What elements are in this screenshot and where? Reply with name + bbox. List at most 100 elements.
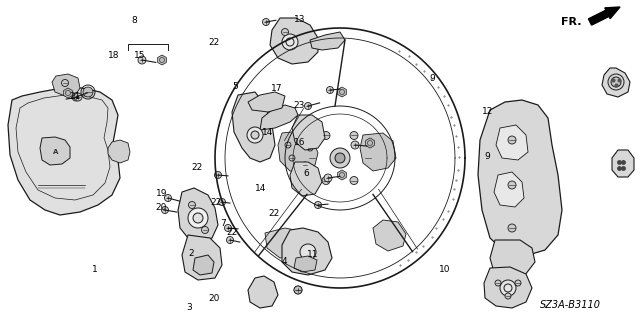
Circle shape xyxy=(508,224,516,232)
Circle shape xyxy=(324,174,332,182)
Circle shape xyxy=(214,172,221,179)
Text: 5: 5 xyxy=(233,82,238,91)
Text: A: A xyxy=(53,149,59,155)
Polygon shape xyxy=(338,87,346,97)
Circle shape xyxy=(138,56,146,64)
Circle shape xyxy=(495,280,501,286)
Circle shape xyxy=(314,202,321,209)
Circle shape xyxy=(302,162,308,168)
Polygon shape xyxy=(265,228,305,258)
Text: 20: 20 xyxy=(209,294,220,303)
Polygon shape xyxy=(373,220,406,251)
Text: 13: 13 xyxy=(294,15,305,24)
Polygon shape xyxy=(260,105,298,130)
Polygon shape xyxy=(278,131,318,173)
Text: 3: 3 xyxy=(186,303,191,312)
Circle shape xyxy=(611,77,621,87)
Circle shape xyxy=(227,236,234,243)
Circle shape xyxy=(164,195,172,202)
Text: 1: 1 xyxy=(92,265,97,274)
Polygon shape xyxy=(290,162,322,196)
Text: 7: 7 xyxy=(220,219,225,228)
Circle shape xyxy=(294,286,302,294)
Circle shape xyxy=(364,154,372,162)
Circle shape xyxy=(305,102,312,109)
Polygon shape xyxy=(8,88,120,215)
Text: 18: 18 xyxy=(108,51,120,60)
Circle shape xyxy=(300,244,316,260)
Text: 12: 12 xyxy=(482,107,493,115)
Polygon shape xyxy=(282,228,332,275)
Text: 2: 2 xyxy=(188,249,193,258)
Text: 14: 14 xyxy=(262,128,273,137)
Polygon shape xyxy=(108,140,130,163)
Circle shape xyxy=(161,206,168,213)
Circle shape xyxy=(247,127,263,143)
Circle shape xyxy=(322,131,330,139)
Circle shape xyxy=(289,155,295,161)
Circle shape xyxy=(350,131,358,139)
Polygon shape xyxy=(182,235,222,280)
Polygon shape xyxy=(270,18,318,64)
Text: 21: 21 xyxy=(70,92,81,101)
Circle shape xyxy=(515,280,521,286)
Text: SZ3A-B3110: SZ3A-B3110 xyxy=(540,300,600,310)
Polygon shape xyxy=(602,68,630,97)
Text: 20: 20 xyxy=(156,204,167,212)
Circle shape xyxy=(326,86,333,93)
Polygon shape xyxy=(248,276,278,308)
Circle shape xyxy=(505,293,511,299)
Polygon shape xyxy=(365,138,374,148)
Polygon shape xyxy=(294,256,317,272)
Circle shape xyxy=(72,93,80,101)
Polygon shape xyxy=(40,137,70,165)
Polygon shape xyxy=(178,188,218,242)
Circle shape xyxy=(322,176,330,184)
Text: 22: 22 xyxy=(226,228,237,237)
Text: 10: 10 xyxy=(439,265,451,274)
Circle shape xyxy=(262,19,269,26)
Circle shape xyxy=(508,181,516,189)
Text: 8: 8 xyxy=(132,16,137,25)
Circle shape xyxy=(74,93,82,101)
Circle shape xyxy=(218,198,225,205)
Circle shape xyxy=(188,208,208,228)
Text: 15: 15 xyxy=(134,51,145,60)
Circle shape xyxy=(251,131,259,139)
Text: 11: 11 xyxy=(307,250,318,259)
Text: 17: 17 xyxy=(271,84,282,93)
Polygon shape xyxy=(193,255,214,275)
Polygon shape xyxy=(338,170,346,180)
Text: 22: 22 xyxy=(268,209,280,218)
Polygon shape xyxy=(310,32,345,50)
Circle shape xyxy=(225,225,232,232)
Text: 23: 23 xyxy=(294,101,305,110)
Circle shape xyxy=(285,142,291,148)
Circle shape xyxy=(189,202,195,209)
Polygon shape xyxy=(496,125,528,160)
Text: 22: 22 xyxy=(211,198,222,207)
Text: 16: 16 xyxy=(294,138,305,147)
Circle shape xyxy=(202,226,209,234)
Text: 9: 9 xyxy=(429,74,435,83)
Text: 14: 14 xyxy=(255,184,267,193)
Polygon shape xyxy=(612,150,634,177)
Circle shape xyxy=(508,136,516,144)
Circle shape xyxy=(335,153,345,163)
Circle shape xyxy=(83,87,93,97)
Polygon shape xyxy=(292,115,325,150)
Polygon shape xyxy=(63,88,72,98)
Polygon shape xyxy=(484,267,532,308)
Circle shape xyxy=(500,280,516,296)
Text: 19: 19 xyxy=(156,189,167,198)
Circle shape xyxy=(282,34,298,50)
Text: 9: 9 xyxy=(485,152,490,161)
Circle shape xyxy=(330,148,350,168)
Circle shape xyxy=(307,145,313,151)
Polygon shape xyxy=(248,92,285,112)
Polygon shape xyxy=(360,133,396,171)
Text: 4: 4 xyxy=(282,257,287,266)
Circle shape xyxy=(282,28,289,35)
Text: 6: 6 xyxy=(303,169,308,178)
Text: FR.: FR. xyxy=(561,17,582,27)
